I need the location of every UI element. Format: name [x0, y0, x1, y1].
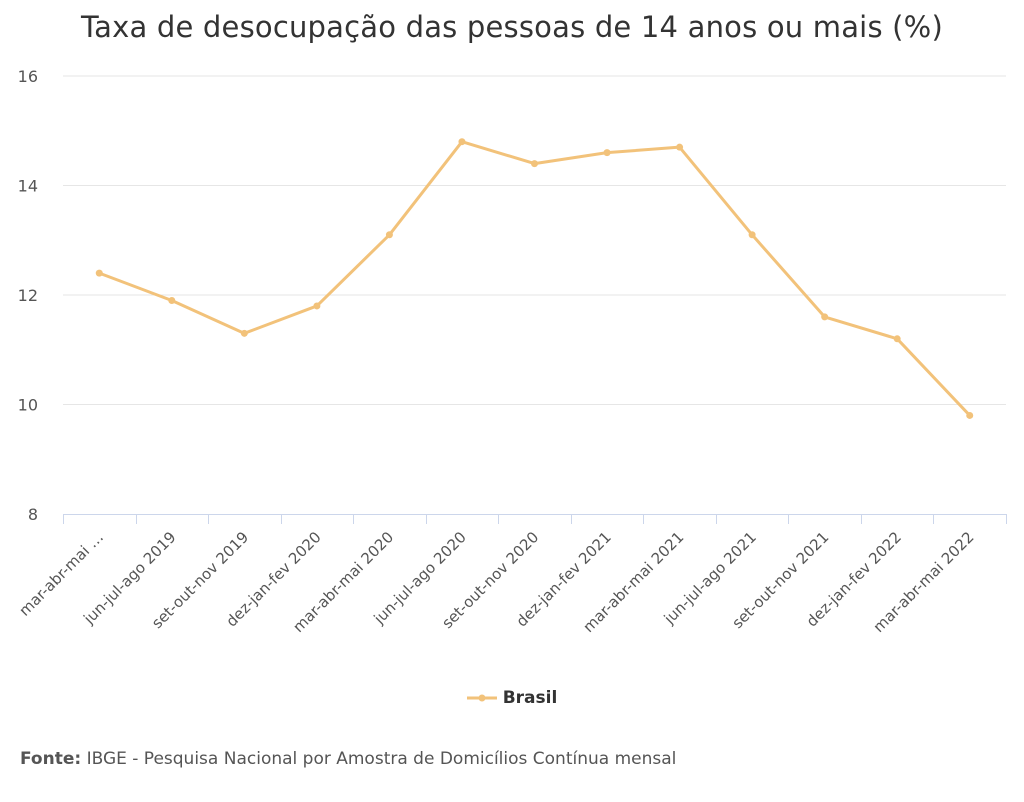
data-point	[966, 411, 974, 419]
data-point	[240, 329, 248, 337]
data-point	[531, 160, 538, 168]
y-tick-label: 10	[18, 396, 38, 415]
series-brasil	[95, 138, 974, 419]
data-point	[748, 231, 756, 239]
chart-title: Taxa de desocupação das pessoas de 14 an…	[81, 10, 943, 44]
y-tick-label: 12	[18, 286, 38, 305]
data-point	[821, 313, 829, 321]
legend-line-marker-icon	[466, 694, 497, 702]
y-tick-label: 14	[18, 177, 38, 196]
source-text: IBGE - Pesquisa Nacional por Amostra de …	[81, 749, 677, 769]
data-point	[168, 296, 176, 304]
data-point	[95, 269, 103, 277]
data-point	[893, 335, 901, 343]
source-prefix: Fonte:	[20, 749, 82, 769]
data-point	[313, 302, 321, 310]
x-axis: mar-abr-mai …jun-jul-ago 2019set-out-nov…	[16, 514, 1007, 636]
data-point	[603, 149, 611, 157]
source-note: Fonte: IBGE - Pesquisa Nacional por Amos…	[20, 749, 676, 769]
legend-item-brasil[interactable]: Brasil	[466, 688, 558, 708]
data-point	[458, 138, 466, 146]
y-tick-label: 8	[28, 505, 38, 524]
chart-plot: 8 10 12 14 16 mar-abr-mai …jun-jul-ago 2019s…	[16, 67, 1007, 636]
grid-lines	[63, 75, 1006, 405]
data-point	[385, 231, 393, 239]
legend: Brasil	[0, 688, 1024, 708]
y-axis: 8 10 12 14 16	[18, 67, 38, 524]
legend-label: Brasil	[502, 688, 558, 708]
y-tick-label: 16	[18, 67, 38, 86]
series-line-brasil	[97, 140, 972, 417]
data-point	[676, 143, 684, 151]
